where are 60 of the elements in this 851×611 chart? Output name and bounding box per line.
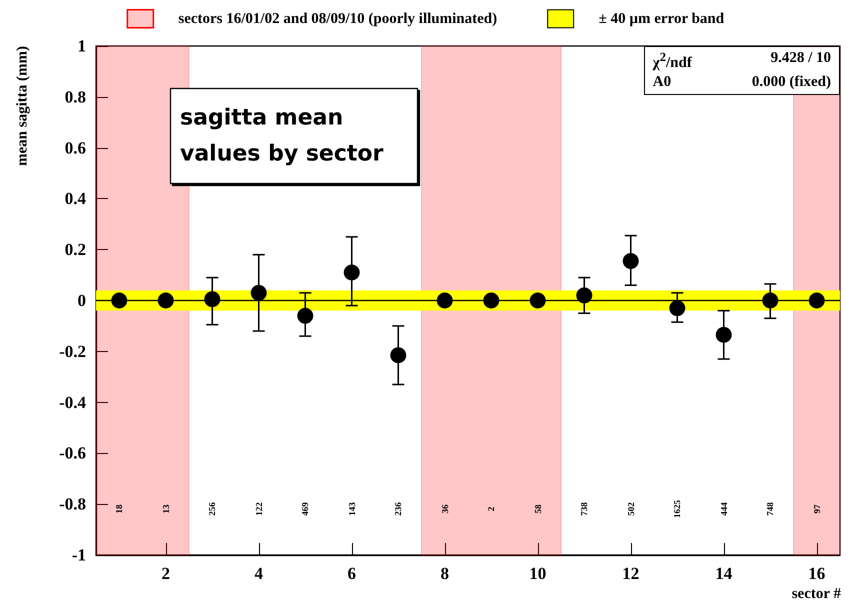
- annotation: 143: [346, 502, 357, 516]
- y-tick-label: 0: [78, 291, 86, 310]
- annotation: 36: [440, 504, 450, 514]
- annotation: 1625: [672, 500, 682, 518]
- y-tick-label: 0.8: [64, 87, 86, 106]
- x-tick-label: 8: [440, 564, 449, 583]
- y-tick-label: -1: [72, 546, 86, 564]
- x-tick-label: 14: [715, 564, 733, 583]
- point: [436, 292, 453, 308]
- x-axis-title: sector #: [792, 586, 841, 603]
- point: [483, 292, 500, 308]
- x-tick-label: 10: [529, 564, 546, 583]
- annotation: 444: [718, 502, 729, 516]
- y-tick-label: 0.2: [64, 240, 86, 260]
- point: [158, 292, 174, 308]
- point: [297, 308, 314, 324]
- point: [250, 284, 267, 301]
- annotation: χ$^{2}$/ndf: [652, 50, 692, 72]
- y-tick-label: -0.2: [59, 342, 86, 361]
- x-tick-label: 2: [162, 564, 170, 583]
- point: [344, 264, 360, 280]
- x-tick-label: 12: [622, 564, 640, 583]
- annotation: 97: [812, 504, 822, 514]
- annotation: 738: [579, 502, 590, 516]
- point: [204, 291, 220, 308]
- annotation: 0.000 (fixed): [752, 74, 831, 91]
- point: [622, 253, 639, 270]
- point: [390, 347, 406, 364]
- text: sagitta mean values by sector: [180, 106, 384, 166]
- y-tick-label: -0.8: [59, 494, 86, 514]
- annotation: 256: [207, 502, 218, 516]
- point: [530, 292, 546, 308]
- annotation: 18: [114, 504, 124, 514]
- y-tick-label: -0.6: [59, 444, 86, 463]
- y-tick-label: -0.4: [59, 392, 86, 412]
- annotation: 502: [626, 502, 636, 516]
- annotation: 748: [765, 502, 776, 516]
- x-tick-label: 6: [348, 564, 356, 583]
- legend-label: sectors 16/01/02 and 08/09/10 (poorly illuminated): [178, 10, 498, 27]
- y-tick-label: 1: [78, 36, 86, 56]
- y-axis-title: mean sagitta (mm): [14, 46, 30, 166]
- y-tick-label: 0.4: [64, 189, 86, 208]
- point: [111, 292, 128, 308]
- point: [716, 326, 732, 343]
- x-tick-label: 4: [254, 564, 264, 583]
- y-tick-label: 0.6: [64, 138, 86, 158]
- x-tick-label: 16: [808, 564, 826, 583]
- point: [762, 292, 778, 308]
- annotation: A0: [652, 74, 672, 91]
- point: [576, 287, 592, 304]
- annotation: 9.428 / 10: [770, 50, 831, 68]
- point: [808, 292, 825, 308]
- point: [669, 300, 686, 316]
- annotation: 122: [254, 502, 264, 516]
- annotation: 58: [532, 504, 543, 514]
- legend-label: ± 40 µm error band: [598, 10, 725, 27]
- annotation: 469: [300, 502, 310, 516]
- annotation: 236: [393, 502, 404, 516]
- annotation: 13: [160, 504, 171, 514]
- annotation: 2: [486, 506, 496, 512]
